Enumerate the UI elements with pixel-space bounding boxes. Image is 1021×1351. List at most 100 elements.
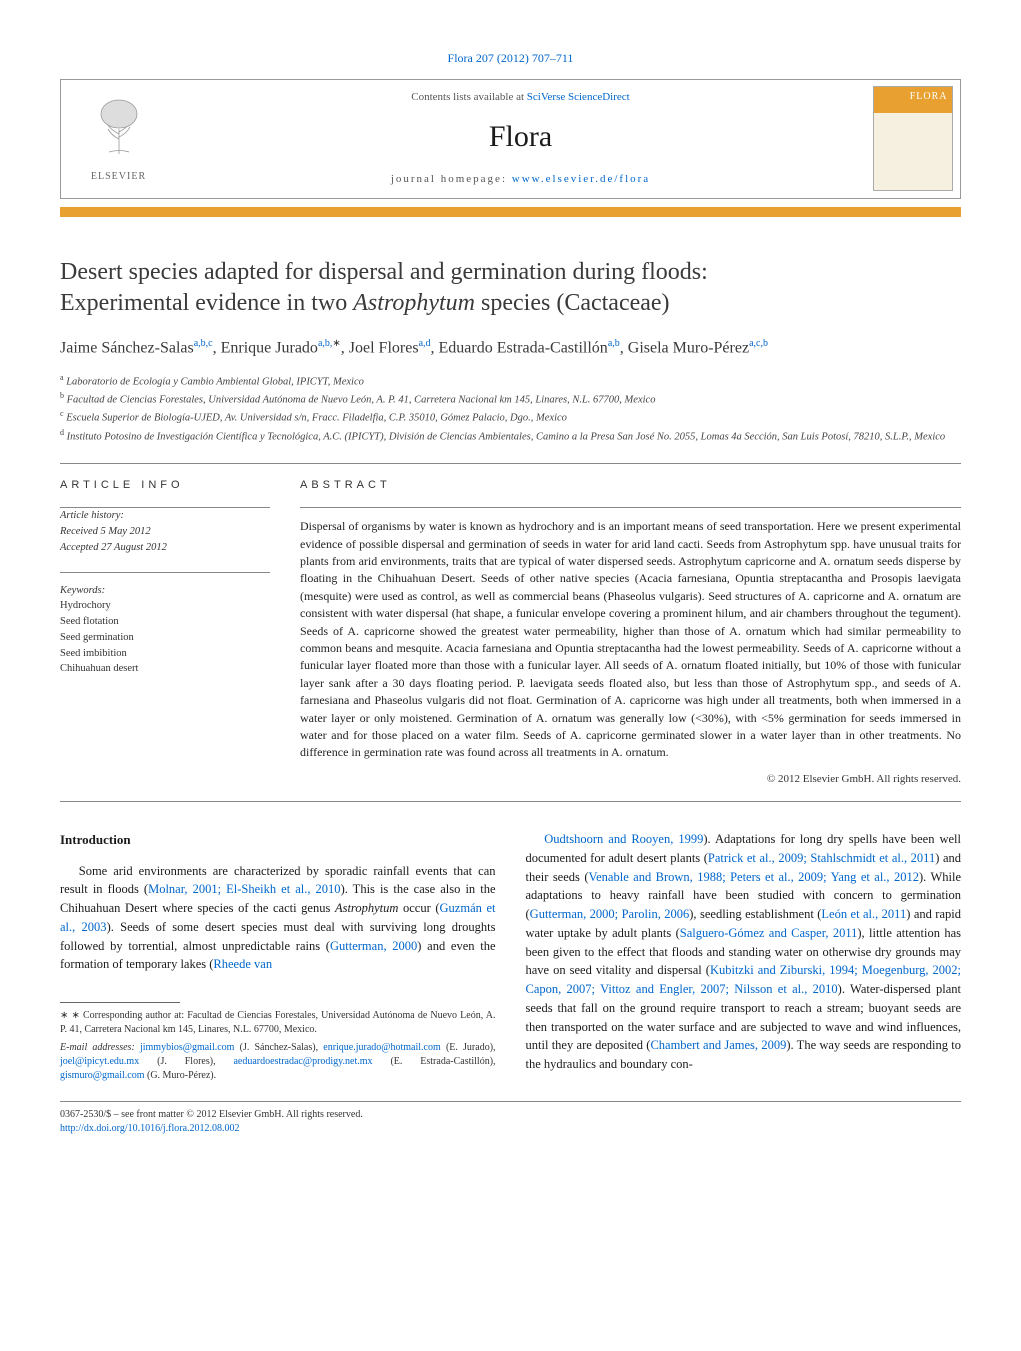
rule-above-info <box>60 463 961 464</box>
affiliation-c-text: Escuela Superior de Biología-UJED, Av. U… <box>66 413 567 424</box>
title-genus: Astrophytum <box>353 290 475 316</box>
accent-rule <box>60 207 961 217</box>
history-label: Article history: <box>60 508 270 524</box>
title-line1: Desert species adapted for dispersal and… <box>60 259 708 285</box>
contents-prefix: Contents lists available at <box>411 91 526 103</box>
affiliation-a-text: Laboratorio de Ecología y Cambio Ambient… <box>66 376 364 387</box>
bottom-info: 0367-2530/$ – see front matter © 2012 El… <box>60 1108 961 1136</box>
body-section: Introduction Some arid environments are … <box>60 830 961 1083</box>
cover-title: FLORA <box>910 90 948 104</box>
email-footnote: E-mail addresses: jimmybios@gmail.com (J… <box>60 1041 496 1083</box>
footnote-rule <box>60 1002 180 1003</box>
author-3: Joel Flores <box>349 340 419 357</box>
keyword-4: Chihuahuan desert <box>60 661 270 677</box>
cover-cell: FLORA <box>865 80 960 198</box>
header-center: Contents lists available at SciVerse Sci… <box>176 80 865 198</box>
affiliation-d: d Instituto Potosino de Investigación Ci… <box>60 427 961 445</box>
body-columns: Introduction Some arid environments are … <box>60 830 961 1083</box>
abstract-rule <box>300 507 961 508</box>
affiliation-d-text: Instituto Potosino de Investigación Cien… <box>67 431 946 442</box>
abstract-copyright: © 2012 Elsevier GmbH. All rights reserve… <box>300 772 961 787</box>
author-2: Enrique Jurado <box>221 340 318 357</box>
corr-label: ∗ Corresponding author at: <box>72 1010 188 1021</box>
ref-kubitzki[interactable]: Kubitzki and Ziburski, 1994; Moegenburg,… <box>526 963 962 996</box>
ref-salguero[interactable]: Salguero-Gómez and Casper, 2011 <box>680 926 858 940</box>
top-citation: Flora 207 (2012) 707–711 <box>60 50 961 67</box>
email-1[interactable]: jimmybios@gmail.com <box>140 1042 234 1053</box>
ref-guzman[interactable]: Guzmán et al., 2003 <box>60 901 496 934</box>
info-abstract-row: article info Article history: Received 5… <box>60 478 961 787</box>
keywords-block: Keywords: Hydrochory Seed flotation Seed… <box>60 583 270 678</box>
contents-line: Contents lists available at SciVerse Sci… <box>411 90 629 105</box>
article-history: Article history: Received 5 May 2012 Acc… <box>60 508 270 555</box>
author-1-aff: a,b,c <box>194 338 213 349</box>
elsevier-logo: ELSEVIER <box>74 94 164 184</box>
author-4-aff: a,b <box>608 338 620 349</box>
homepage-prefix: journal homepage: <box>391 173 512 185</box>
title-line2a: Experimental evidence in two <box>60 290 353 316</box>
email-2-who: (E. Jurado) <box>446 1042 493 1053</box>
email-5[interactable]: gismuro@gmail.com <box>60 1070 144 1081</box>
email-5-who: (G. Muro-Pérez). <box>147 1070 216 1081</box>
ref-venable[interactable]: Venable and Brown, 1988; Peters et al., … <box>588 870 918 884</box>
elsevier-tree-icon <box>84 94 154 168</box>
author-5-aff: a,c,b <box>749 338 768 349</box>
article-info-label: article info <box>60 478 270 493</box>
title-line2b: species (Cactaceae) <box>475 290 670 316</box>
keyword-3: Seed imbibition <box>60 646 270 662</box>
corr-star-icon: ∗ <box>60 1010 72 1021</box>
homepage-link[interactable]: www.elsevier.de/flora <box>512 173 650 185</box>
ref-chambert[interactable]: Chambert and James, 2009 <box>650 1038 786 1052</box>
history-accepted: Accepted 27 August 2012 <box>60 540 270 556</box>
corresponding-star-icon: ∗ <box>332 338 340 349</box>
keyword-2: Seed germination <box>60 630 270 646</box>
email-3-who: (J. Flores) <box>157 1056 213 1067</box>
affiliation-b-text: Facultad de Ciencias Forestales, Univers… <box>67 395 656 406</box>
intro-para-left: Some arid environments are characterized… <box>60 862 496 975</box>
author-1: Jaime Sánchez-Salas <box>60 340 194 357</box>
keyword-1: Seed flotation <box>60 614 270 630</box>
email-4-who: (E. Estrada-Castillón) <box>390 1056 493 1067</box>
author-2-aff: a,b, <box>318 338 332 349</box>
affiliation-b: b Facultad de Ciencias Forestales, Unive… <box>60 390 961 408</box>
abstract-text: Dispersal of organisms by water is known… <box>300 518 961 761</box>
doi-link[interactable]: http://dx.doi.org/10.1016/j.flora.2012.0… <box>60 1123 240 1134</box>
affiliation-c: c Escuela Superior de Biología-UJED, Av.… <box>60 408 961 426</box>
ref-gutterman[interactable]: Gutterman, 2000 <box>330 939 417 953</box>
author-4: Eduardo Estrada-Castillón <box>439 340 608 357</box>
author-5: Gisela Muro-Pérez <box>628 340 749 357</box>
page: Flora 207 (2012) 707–711 ELSEVIER <box>0 0 1021 1176</box>
abstract-label: abstract <box>300 478 961 493</box>
email-label: E-mail addresses: <box>60 1042 140 1053</box>
ref-oudtshoorn[interactable]: Oudtshoorn and Rooyen, 1999 <box>544 832 703 846</box>
journal-name: Flora <box>489 116 552 158</box>
issn-line: 0367-2530/$ – see front matter © 2012 El… <box>60 1108 961 1122</box>
email-2[interactable]: enrique.jurado@hotmail.com <box>323 1042 441 1053</box>
ref-leon[interactable]: León et al., 2011 <box>821 907 906 921</box>
keyword-0: Hydrochory <box>60 598 270 614</box>
info-rule-2 <box>60 572 270 573</box>
history-received: Received 5 May 2012 <box>60 524 270 540</box>
ref-patrick[interactable]: Patrick et al., 2009; Stahlschmidt et al… <box>708 851 935 865</box>
intro-para-right: Oudtshoorn and Rooyen, 1999). Adaptation… <box>526 830 962 1074</box>
affiliation-a: a Laboratorio de Ecología y Cambio Ambie… <box>60 372 961 390</box>
publisher-logo-cell: ELSEVIER <box>61 80 176 198</box>
journal-header: ELSEVIER Contents lists available at Sci… <box>60 79 961 199</box>
email-3[interactable]: joel@ipicyt.edu.mx <box>60 1056 139 1067</box>
introduction-heading: Introduction <box>60 830 496 850</box>
ref-gutterman2[interactable]: Gutterman, 2000; Parolin, 2006 <box>530 907 690 921</box>
journal-cover-thumbnail: FLORA <box>873 86 953 191</box>
bottom-rule <box>60 1101 961 1102</box>
email-4[interactable]: aeduardoestradac@prodigy.net.mx <box>233 1056 372 1067</box>
article-title: Desert species adapted for dispersal and… <box>60 257 961 319</box>
abstract-column: abstract Dispersal of organisms by water… <box>300 478 961 787</box>
body-column-left: Introduction Some arid environments are … <box>60 830 496 1083</box>
sciencedirect-link[interactable]: SciVerse ScienceDirect <box>527 91 630 103</box>
body-column-right: Oudtshoorn and Rooyen, 1999). Adaptation… <box>526 830 962 1083</box>
ref-molnar[interactable]: Molnar, 2001; El-Sheikh et al., 2010 <box>148 882 340 896</box>
rule-below-abstract <box>60 801 961 802</box>
corresponding-footnote: ∗ ∗ Corresponding author at: Facultad de… <box>60 1009 496 1037</box>
publisher-name: ELSEVIER <box>91 170 146 184</box>
affiliations: a Laboratorio de Ecología y Cambio Ambie… <box>60 372 961 445</box>
ref-rheede[interactable]: Rheede van <box>213 957 272 971</box>
